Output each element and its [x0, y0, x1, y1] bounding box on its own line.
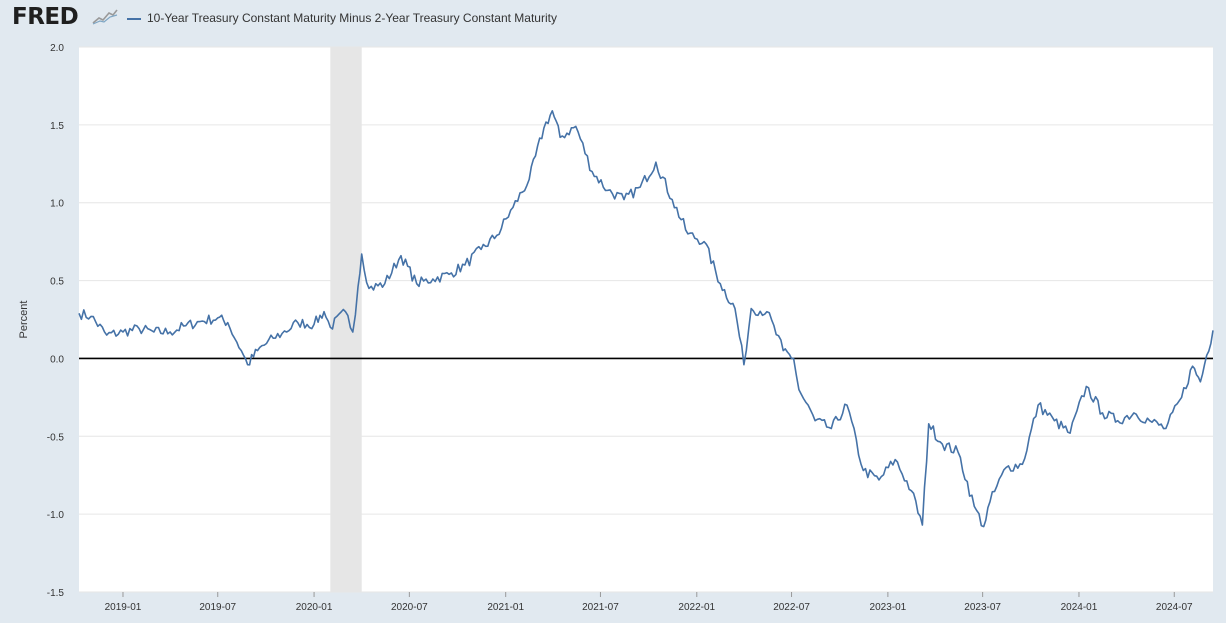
plot-area — [79, 47, 1213, 592]
x-tick-label: 2020-07 — [391, 602, 428, 613]
x-tick-label: 2023-01 — [870, 602, 907, 613]
series-line[interactable] — [78, 110, 1214, 528]
chart-header: FRED 10-Year Treasury Constant Maturity … — [0, 0, 1226, 40]
y-axis-ticks: 2.0 1.5 1.0 0.5 0.0 -0.5 -1.0 -1.5 — [47, 43, 65, 599]
y-tick-label: 0.5 — [50, 277, 64, 288]
y-tick-label: -0.5 — [47, 432, 65, 443]
fred-logo[interactable]: FRED — [12, 4, 79, 30]
x-tick-label: 2023-07 — [964, 602, 1001, 613]
y-tick-label: 1.5 — [50, 121, 64, 132]
x-tick-label: 2021-01 — [487, 602, 524, 613]
y-tick-label: 2.0 — [50, 43, 64, 54]
x-tick-label: 2019-07 — [199, 602, 236, 613]
x-tick-label: 2022-07 — [773, 602, 810, 613]
y-tick-label: 1.0 — [50, 199, 64, 210]
x-tick-label: 2021-07 — [582, 602, 619, 613]
legend-swatch — [127, 17, 141, 20]
recession-shading-layer — [330, 47, 362, 592]
y-tick-label: 0.0 — [50, 354, 64, 365]
x-axis-ticks: 2019-01 2019-07 2020-01 2020-07 2021-01 2021-… — [105, 592, 1193, 613]
recession-band-0 — [330, 47, 362, 592]
legend-label: 10-Year Treasury Constant Maturity Minus… — [147, 11, 557, 25]
y-tick-label: -1.5 — [47, 588, 65, 599]
y-tick-label: -1.0 — [47, 510, 65, 521]
x-tick-label: 2022-01 — [678, 602, 715, 613]
sparkline-chart-icon — [92, 9, 118, 25]
x-tick-label: 2020-01 — [296, 602, 333, 613]
x-tick-label: 2019-01 — [105, 602, 142, 613]
legend[interactable]: 10-Year Treasury Constant Maturity Minus… — [127, 11, 557, 25]
gridlines — [79, 46, 1213, 593]
x-tick-label: 2024-01 — [1061, 602, 1098, 613]
y-axis-title: Percent — [18, 301, 30, 339]
x-tick-label: 2024-07 — [1156, 602, 1193, 613]
